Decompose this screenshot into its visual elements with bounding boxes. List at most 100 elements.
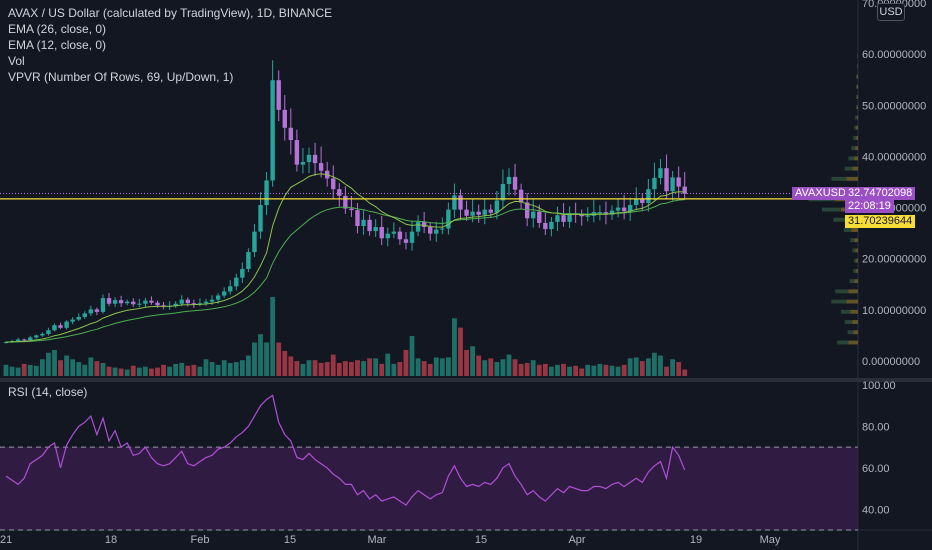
vpvr-up-bar xyxy=(851,146,856,151)
candle-body xyxy=(228,286,233,292)
candle-body xyxy=(197,303,203,305)
vpvr-down-bar xyxy=(857,105,858,110)
candle-body xyxy=(252,231,257,253)
candle-body xyxy=(149,300,154,303)
candle-body xyxy=(537,211,542,223)
price-tick-label: 60.00000000 xyxy=(862,49,926,61)
vpvr-up-bar xyxy=(854,125,857,130)
candle-body xyxy=(543,222,548,230)
time-tick-label: 15 xyxy=(475,534,487,546)
candle-body xyxy=(494,200,500,213)
volume-bar xyxy=(415,358,421,376)
vpvr-up-bar xyxy=(837,340,849,345)
candle-body xyxy=(203,301,209,304)
candle-body xyxy=(434,229,439,234)
volume-bar xyxy=(403,349,409,376)
volume-bar xyxy=(112,367,118,376)
volume-bar xyxy=(433,357,439,376)
legend-title[interactable]: AVAX / US Dollar (calculated by TradingV… xyxy=(8,6,333,20)
candle-body xyxy=(112,300,118,304)
candle-body xyxy=(306,154,312,163)
candle-body xyxy=(500,184,506,201)
candle-body xyxy=(179,299,184,304)
rsi-legend[interactable]: RSI (14, close) xyxy=(8,385,88,399)
time-axis[interactable]: 21 18 Feb 15 Mar 15 Apr 19 May xyxy=(0,534,781,546)
volume-bar xyxy=(652,352,657,376)
volume-bar xyxy=(603,364,609,376)
candle-body xyxy=(125,301,130,304)
volume-bar xyxy=(476,355,482,376)
candle-body xyxy=(646,189,651,203)
candle-body xyxy=(64,321,69,328)
legend-vpvr[interactable]: VPVR (Number Of Rows, 69, Up/Down, 1) xyxy=(8,70,234,84)
volume-bar xyxy=(318,362,324,376)
volume-bar xyxy=(246,355,251,376)
candle-body xyxy=(191,303,197,305)
legend-ema12[interactable]: EMA (12, close, 0) xyxy=(8,38,107,52)
volume-bar xyxy=(300,363,306,376)
candle-body xyxy=(234,277,239,287)
volume-bar xyxy=(470,346,476,376)
candle-body xyxy=(331,178,336,190)
candle-body xyxy=(94,309,100,312)
candle-body xyxy=(258,205,263,232)
candle-body xyxy=(512,176,518,190)
volume-bar xyxy=(221,360,227,376)
vpvr-up-bar xyxy=(833,217,847,222)
volume-bar xyxy=(39,359,45,376)
price-tick-label: 10.00000000 xyxy=(862,305,926,317)
volume-bar xyxy=(142,366,148,376)
volume-bar xyxy=(349,362,354,376)
legend-vol[interactable]: Vol xyxy=(8,54,25,68)
candle-body xyxy=(312,154,318,164)
price-tick-label: 0.00000000 xyxy=(862,356,920,368)
candle-body xyxy=(361,219,366,226)
price-axis[interactable]: 70.0000000060.0000000050.0000000040.0000… xyxy=(862,0,926,516)
volume-bar xyxy=(203,359,209,376)
volume-bar xyxy=(288,356,294,376)
volume-bar xyxy=(233,362,239,376)
rsi-line xyxy=(5,394,686,506)
volume-bar xyxy=(239,360,245,376)
candle-body xyxy=(488,209,493,213)
candle-body xyxy=(379,227,384,239)
candle-body xyxy=(215,295,221,300)
candle-body xyxy=(440,228,445,230)
vpvr-up-bar xyxy=(843,228,852,232)
volume-bar xyxy=(361,361,366,376)
vpvr-down-bar xyxy=(854,279,858,284)
candle-body xyxy=(579,214,584,217)
vpvr-up-bar xyxy=(856,84,858,89)
volume-bar xyxy=(506,354,512,376)
candle-body xyxy=(428,227,433,234)
candle-body xyxy=(343,195,348,209)
vpvr-down-bar xyxy=(854,238,858,243)
vpvr-up-bar xyxy=(853,135,857,140)
vpvr-down-bar xyxy=(848,340,858,345)
vpvr-up-bar xyxy=(856,95,858,99)
volume-bar xyxy=(264,342,269,376)
volume-bar xyxy=(597,363,603,376)
candle-body xyxy=(15,339,21,342)
volume-bar xyxy=(458,327,463,376)
candle-body xyxy=(531,211,536,219)
vpvr-up-bar xyxy=(853,268,857,273)
horizontal-line[interactable] xyxy=(0,193,858,200)
candle-body xyxy=(173,303,178,306)
volume-bar xyxy=(167,366,173,376)
volume-bar xyxy=(342,361,348,376)
legend-ema26[interactable]: EMA (26, close, 0) xyxy=(8,22,107,36)
time-tick-label: 21 xyxy=(0,534,12,546)
candle-body xyxy=(664,168,669,192)
candle-body xyxy=(446,209,451,229)
vpvr-up-bar xyxy=(821,207,841,212)
volume-bar xyxy=(664,366,669,376)
currency-unit-button[interactable]: USD xyxy=(877,3,905,21)
volume-bar xyxy=(149,368,154,376)
candle-body xyxy=(155,302,160,306)
vpvr-down-bar xyxy=(848,289,858,294)
volume-bar xyxy=(197,366,203,376)
volume-bar xyxy=(9,366,15,376)
candle-body xyxy=(403,239,409,243)
